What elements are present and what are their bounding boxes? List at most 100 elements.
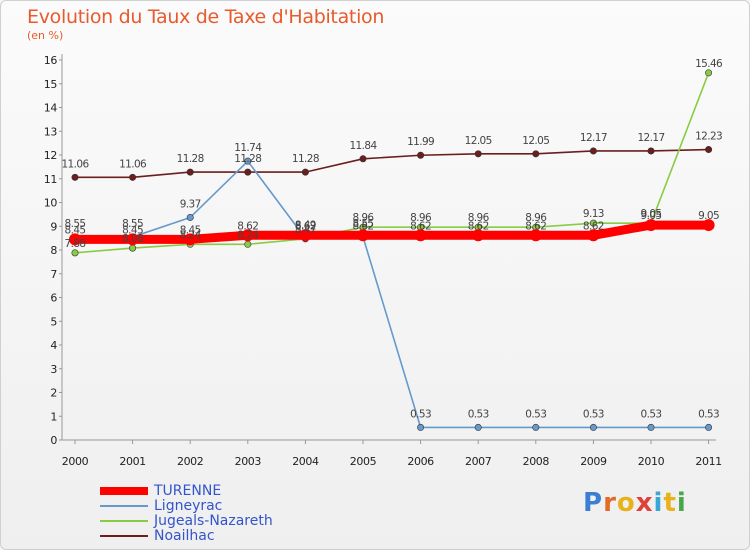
data-label-ligneyrac: 9.37: [180, 198, 201, 210]
data-labels-layer: 11.06 11.06 11.28 11.28 11.28 11.84 11.99 12.05…: [61, 58, 723, 421]
data-label-ligneyrac: 11.74: [234, 142, 262, 154]
y-tick-label: 14: [44, 102, 58, 115]
data-point-turenne: [357, 229, 369, 242]
data-point-turenne: [299, 229, 312, 242]
data-point-jugeals-nazareth: [129, 244, 137, 252]
data-label-jugeals-nazareth: 8.96: [468, 212, 490, 224]
data-label-jugeals-nazareth: 8.96: [353, 212, 375, 224]
data-point-ligneyrac: [647, 423, 655, 431]
logo-letter: i: [676, 488, 687, 518]
data-point-noailhac: [301, 168, 309, 176]
data-label-ligneyrac: 0.53: [525, 408, 546, 420]
logo-letter: P: [583, 488, 604, 518]
chart-title: Evolution du Taux de Taxe d'Habitation: [27, 6, 385, 28]
proxiti-logo: Proxiti: [583, 488, 687, 518]
data-label-ligneyrac: 8.55: [353, 218, 374, 230]
data-point-noailhac: [417, 151, 425, 159]
data-label-ligneyrac: 0.53: [641, 408, 662, 420]
data-label-turenne: 8.45: [122, 224, 143, 236]
data-point-noailhac: [705, 146, 713, 154]
data-point-turenne: [69, 233, 81, 246]
legend-label: Noailhac: [154, 527, 215, 544]
y-tick-label: 3: [50, 363, 57, 376]
data-label-turenne: 9.05: [641, 210, 662, 222]
legend-item: Jugeals-Nazareth: [100, 513, 273, 529]
data-label-jugeals-nazareth: 9.05: [641, 208, 662, 220]
data-label-turenne: 8.62: [468, 220, 489, 232]
chart-unit-label: (en %): [27, 29, 64, 42]
data-point-ligneyrac: [186, 213, 194, 221]
data-point-jugeals-nazareth: [705, 69, 713, 77]
data-label-noailhac: 12.23: [695, 131, 722, 143]
data-label-noailhac: 12.05: [465, 135, 492, 147]
data-label-jugeals-nazareth: 8.47: [295, 224, 316, 236]
data-point-turenne: [587, 229, 600, 242]
y-tick-label: 1: [50, 410, 57, 423]
data-point-ligneyrac: [417, 423, 425, 431]
legend-item: Ligneyrac: [100, 498, 273, 514]
x-tick-label: 2001: [119, 455, 145, 468]
x-tick-label: 2011: [695, 455, 721, 468]
data-label-jugeals-nazareth: 9.13: [583, 208, 604, 220]
data-point-turenne: [126, 233, 139, 246]
y-tick-label: 9: [50, 220, 57, 233]
data-label-jugeals-nazareth: 8.24: [180, 229, 202, 241]
data-point-ligneyrac: [474, 423, 482, 431]
legend: TURENNE Ligneyrac Jugeals-Nazareth Noailhac: [100, 483, 273, 544]
series-line-jugeals-nazareth: [74, 72, 710, 254]
data-label-noailhac: 12.17: [580, 132, 607, 144]
data-point-turenne: [184, 233, 197, 246]
data-label-jugeals-nazareth: 15.46: [695, 58, 723, 70]
data-label-turenne: 8.45: [65, 224, 86, 236]
data-point-noailhac: [532, 150, 540, 158]
data-label-jugeals-nazareth: 8.96: [410, 212, 432, 224]
y-tick-label: 0: [50, 434, 57, 447]
data-point-turenne: [472, 229, 485, 242]
y-tick-label: 16: [44, 54, 58, 67]
data-point-noailhac: [186, 168, 194, 176]
data-label-noailhac: 11.28: [177, 153, 204, 165]
y-tick-label: 8: [50, 244, 57, 257]
data-label-noailhac: 12.05: [522, 135, 549, 147]
legend-swatch: [100, 519, 148, 522]
legend-item: Noailhac: [100, 527, 273, 544]
series-layer: [69, 69, 715, 431]
data-point-noailhac: [589, 147, 597, 155]
data-label-jugeals-nazareth: 8.08: [122, 233, 143, 245]
data-label-ligneyrac: 8.55: [65, 218, 86, 230]
x-tick-label: 2009: [580, 455, 607, 468]
y-tick-label: 13: [44, 125, 58, 138]
y-tick-label: 2: [50, 387, 57, 400]
data-point-jugeals-nazareth: [589, 219, 597, 227]
data-point-noailhac: [647, 147, 655, 155]
data-label-noailhac: 11.06: [119, 158, 147, 170]
data-label-turenne: 8.62: [237, 220, 258, 232]
data-label-noailhac: 11.28: [234, 153, 261, 165]
y-tick-label: 11: [44, 173, 57, 186]
x-tick-label: 2005: [350, 455, 377, 468]
y-tick-label: 12: [44, 149, 57, 162]
data-point-noailhac: [71, 173, 79, 181]
series-line-noailhac: [74, 148, 710, 179]
data-label-ligneyrac: 0.53: [468, 408, 489, 420]
data-point-noailhac: [474, 150, 482, 158]
x-tick-label: 2008: [523, 455, 550, 468]
data-label-jugeals-nazareth: 7.88: [65, 238, 86, 250]
data-label-jugeals-nazareth: 8.24: [237, 229, 259, 241]
data-point-noailhac: [244, 168, 252, 176]
data-label-turenne: 8.62: [353, 220, 374, 232]
data-label-noailhac: 11.84: [349, 140, 377, 152]
logo-letter: t: [663, 488, 677, 518]
logo-letter: x: [635, 488, 654, 518]
data-point-turenne: [702, 219, 715, 232]
data-point-ligneyrac: [589, 423, 597, 431]
y-tick-label: 4: [50, 339, 57, 352]
legend-item: TURENNE: [100, 483, 273, 499]
x-tick-label: 2007: [465, 455, 492, 468]
data-label-turenne: 8.62: [525, 220, 546, 232]
logo-letter: o: [616, 488, 636, 518]
data-point-jugeals-nazareth: [244, 240, 252, 248]
x-tick-label: 2004: [292, 455, 319, 468]
data-point-turenne: [241, 229, 254, 242]
